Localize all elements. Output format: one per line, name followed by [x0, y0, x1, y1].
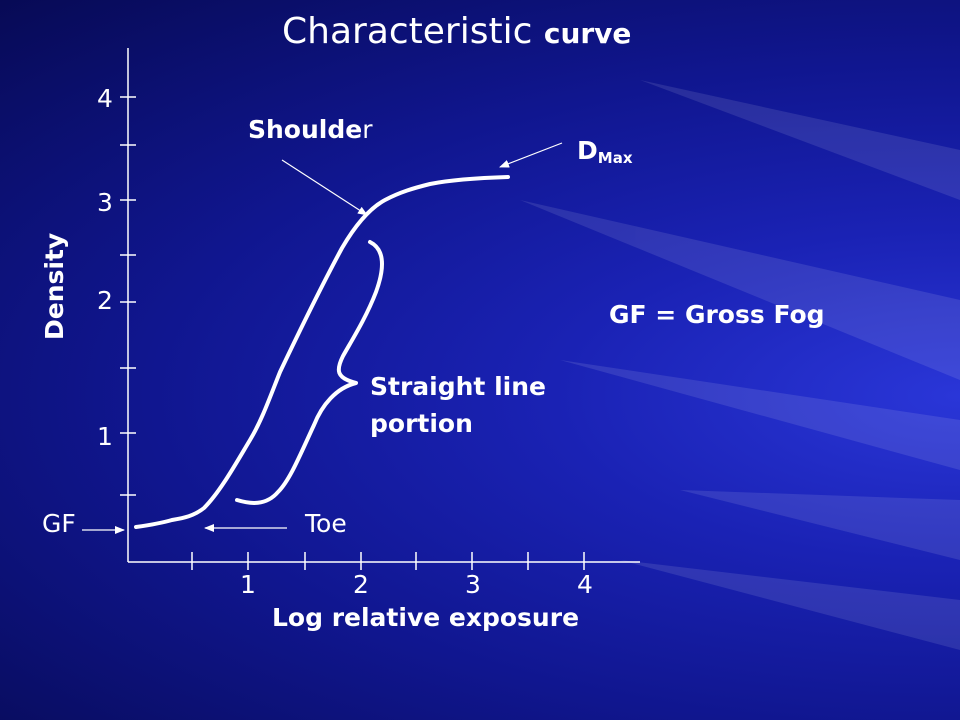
- x-axis-label: Log relative exposure: [272, 603, 580, 632]
- x-tick-label-1: 1: [240, 570, 256, 599]
- title-regular: Characteristic: [282, 11, 544, 52]
- y-axis-label: Density: [40, 232, 69, 340]
- x-tick-label-2: 2: [353, 570, 369, 599]
- dmax-arrow: [499, 142, 563, 168]
- straight-line-label-line2: portion: [370, 409, 473, 438]
- x-axis-ticks: [191, 552, 585, 570]
- shoulder-arrow: [281, 159, 368, 216]
- y-tick-label-1: 1: [97, 422, 113, 451]
- background-streaks: [520, 80, 960, 650]
- y-axis-ticks: [120, 96, 136, 496]
- gf-label: GF: [42, 509, 76, 538]
- y-tick-label-4: 4: [97, 84, 113, 113]
- straight-line-label-line1: Straight line: [370, 372, 546, 401]
- slide-title: Characteristic curve: [282, 14, 631, 50]
- characteristic-curve: [134, 175, 510, 529]
- dmax-label-sub: Max: [597, 149, 633, 167]
- x-tick-label-4: 4: [577, 570, 593, 599]
- title-bold: curve: [543, 17, 632, 50]
- x-tick-label-3: 3: [465, 570, 481, 599]
- shoulder-label-rest: r: [362, 115, 373, 144]
- straight-line-brace: [235, 240, 384, 505]
- gross-fog-definition: GF = Gross Fog: [609, 300, 825, 329]
- y-tick-label-2: 2: [97, 286, 113, 315]
- toe-label: Toe: [305, 509, 347, 538]
- shoulder-label: Shoulder: [248, 117, 372, 142]
- dmax-label-main: D: [577, 136, 598, 165]
- dmax-label: DMax: [577, 138, 633, 166]
- y-tick-label-3: 3: [97, 188, 113, 217]
- shoulder-label-bold: Shoulde: [248, 115, 363, 144]
